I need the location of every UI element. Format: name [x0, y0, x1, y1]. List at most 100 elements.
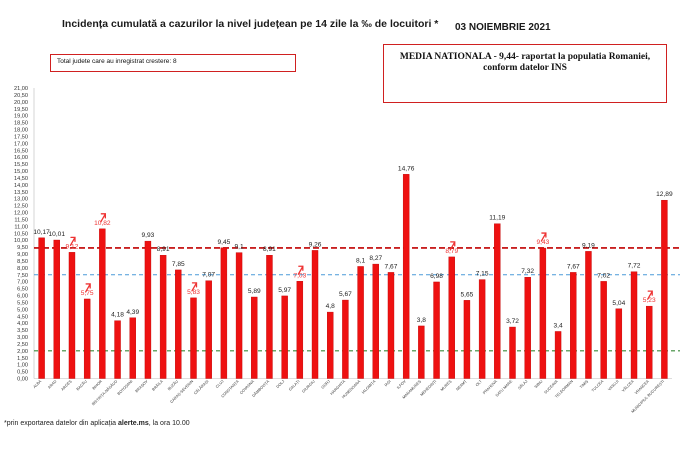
bar [615, 308, 623, 379]
y-tick-label: 8,00 [17, 266, 28, 272]
y-axis: 0,000,501,001,502,002,503,003,504,004,50… [14, 86, 672, 383]
y-tick-label: 20,50 [14, 93, 28, 99]
value-label: 4,8 [326, 303, 335, 310]
x-tick-label: ARAD [47, 379, 57, 389]
value-label: 3,8 [417, 317, 426, 324]
value-label: 11,19 [489, 215, 505, 222]
bar [494, 223, 501, 379]
bar [114, 320, 121, 379]
value-label: 7,67 [567, 263, 580, 270]
x-tick-label: DOLJ [276, 379, 286, 389]
y-tick-label: 10,50 [14, 231, 28, 237]
footnote: *prin exportarea datelor din aplicația a… [4, 420, 190, 427]
y-tick-label: 14,50 [14, 176, 28, 182]
value-label: 5,67 [339, 291, 352, 298]
x-tick-label: SATU MARE [495, 379, 514, 398]
x-tick-label: OLT [475, 379, 483, 387]
bar [570, 272, 577, 379]
value-label: 5,04 [612, 300, 625, 307]
bar [554, 331, 562, 379]
value-label: 3,72 [506, 318, 519, 325]
y-tick-label: 6,50 [17, 287, 28, 293]
bar [418, 325, 425, 379]
x-tick-label: BIHOR [92, 379, 104, 391]
value-label: 7,85 [172, 261, 185, 268]
x-tick-label: IAȘI [384, 379, 392, 387]
value-label: 4,18 [111, 312, 124, 319]
national-average-text: MEDIA NATIONALA - 9,44- raportat la popu… [399, 52, 651, 73]
bar [99, 228, 106, 379]
page-title: Incidența cumulată a cazurilor la nivel … [62, 18, 439, 30]
bar [342, 299, 349, 379]
y-tick-label: 0,50 [17, 370, 28, 376]
bar [220, 247, 228, 379]
y-tick-label: 15,00 [14, 169, 28, 175]
growth-arrow-icon [191, 282, 198, 292]
growth-arrow-icon [540, 232, 547, 242]
bar [478, 279, 486, 379]
value-label: 7,32 [521, 268, 534, 275]
y-tick-label: 7,00 [17, 280, 28, 286]
y-tick-label: 4,00 [17, 321, 28, 327]
y-tick-label: 2,00 [17, 349, 28, 355]
x-tick-label: VÂLCEA [621, 378, 635, 392]
value-label: 3,4 [553, 322, 562, 329]
x-tick-label: SĂLAJ [517, 379, 528, 390]
value-label: 12,89 [656, 191, 673, 198]
x-tick-label: ILFOV [396, 379, 407, 390]
bar [144, 240, 152, 379]
value-label: 7,07 [202, 272, 215, 279]
footnote-source: alerte.ms [118, 420, 149, 427]
value-label: 5,97 [278, 287, 291, 294]
y-tick-label: 9,50 [17, 245, 28, 251]
bar [296, 281, 304, 379]
y-tick-label: 16,00 [14, 155, 28, 161]
value-label: 10,01 [49, 231, 66, 238]
y-tick-label: 11,50 [14, 217, 28, 223]
x-tick-label: CLUJ [215, 379, 225, 389]
bar [235, 252, 243, 379]
bar [68, 252, 76, 379]
y-tick-label: 20,00 [14, 100, 28, 106]
value-label: 5,83 [187, 289, 200, 296]
y-tick-label: 12,00 [14, 211, 28, 217]
y-tick-label: 1,00 [17, 363, 28, 369]
bar [372, 263, 379, 379]
report-date: 03 NOIEMBRIE 2021 [455, 22, 551, 33]
x-tick-label: CĂLĂRAȘI [193, 379, 209, 395]
growth-arrow-icon [85, 283, 91, 293]
bar [463, 300, 471, 379]
y-tick-label: 5,00 [17, 307, 28, 313]
value-label: 8,91 [157, 246, 170, 253]
bar [387, 272, 395, 379]
bar [129, 317, 136, 379]
value-label: 9,43 [536, 239, 549, 246]
value-label: 7,67 [385, 263, 398, 270]
value-label: 10,17 [33, 229, 50, 236]
value-label: 8,27 [369, 255, 382, 262]
x-tick-label: GORJ [321, 379, 331, 389]
value-label: 8,79 [445, 248, 458, 255]
y-tick-label: 18,00 [14, 128, 28, 134]
growth-arrow-icon [449, 241, 456, 251]
y-tick-label: 7,50 [17, 273, 28, 279]
bar [585, 251, 592, 379]
x-tick-label: BRAȘOV [135, 379, 149, 393]
x-tick-label: NEAMȚ [455, 379, 468, 392]
y-tick-label: 1,50 [17, 356, 28, 362]
y-tick-label: 3,50 [17, 328, 28, 334]
y-tick-label: 18,50 [14, 121, 28, 127]
bar [266, 255, 273, 379]
y-tick-label: 19,50 [14, 107, 28, 113]
y-tick-label: 0,00 [17, 377, 28, 383]
bar [251, 296, 258, 379]
y-tick-label: 5,50 [17, 300, 28, 306]
value-label: 7,02 [597, 272, 610, 279]
y-tick-label: 19,00 [14, 114, 28, 120]
bar [600, 281, 607, 379]
value-label: 6,98 [430, 273, 443, 280]
y-tick-label: 13,50 [14, 190, 28, 196]
y-tick-label: 17,50 [14, 134, 28, 140]
x-axis-labels: ALBA ARAD ARGEȘ BACĂU BIHORBISTRIȚA-NĂSĂUDBO… [33, 378, 666, 414]
bar [357, 266, 364, 379]
